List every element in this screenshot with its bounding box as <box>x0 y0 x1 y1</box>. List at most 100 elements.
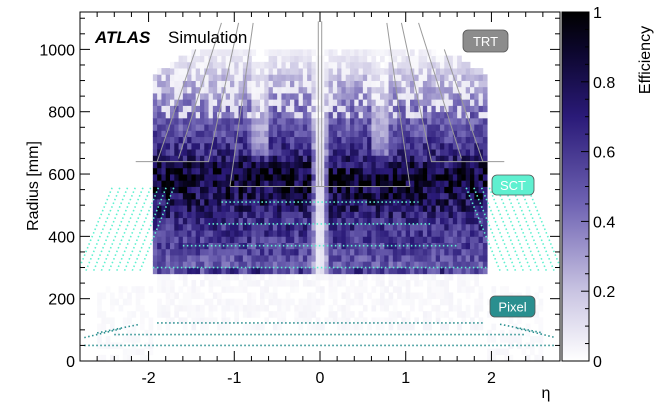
heatmap-cell <box>251 273 257 281</box>
heatmap-cell <box>337 205 342 212</box>
heatmap-cell <box>354 317 359 325</box>
heatmap-cell <box>204 155 209 162</box>
heatmap-cell <box>174 61 179 69</box>
heatmap-cell <box>294 74 299 81</box>
heatmap-cell <box>178 186 184 194</box>
heatmap-cell <box>277 142 282 150</box>
heatmap-cell <box>332 68 338 75</box>
heatmap-cell <box>200 261 205 268</box>
heatmap-cell <box>242 61 248 69</box>
heatmap-cell <box>332 317 338 325</box>
heatmap-cell <box>405 155 411 162</box>
heatmap-cell <box>157 161 162 169</box>
heatmap-cell <box>97 329 102 337</box>
heatmap-cell <box>187 298 192 306</box>
heatmap-cell <box>328 111 334 119</box>
heatmap-cell <box>281 49 287 57</box>
heatmap-cell <box>401 74 407 81</box>
heatmap-cell <box>255 155 261 162</box>
heatmap-cell <box>268 192 274 200</box>
heatmap-cell <box>178 124 184 131</box>
heatmap-cell <box>401 198 407 206</box>
heatmap-cell <box>255 255 261 262</box>
heatmap-cell <box>324 161 329 169</box>
heatmap-cell <box>508 317 514 325</box>
heatmap-cell <box>191 111 197 119</box>
heatmap-cell <box>230 161 235 169</box>
heatmap-cell <box>470 230 475 237</box>
heatmap-cell <box>298 155 304 162</box>
heatmap-cell <box>367 230 372 237</box>
heatmap-cell <box>191 311 197 318</box>
heatmap-cell <box>375 273 381 281</box>
heatmap-cell <box>260 236 265 243</box>
heatmap-cell <box>358 167 364 175</box>
heatmap-cell <box>444 198 449 206</box>
heatmap-cell <box>444 155 449 162</box>
heatmap-cell <box>435 248 441 256</box>
heatmap-cell <box>178 198 184 206</box>
heatmap-cell <box>234 99 239 106</box>
heatmap-cell <box>392 273 398 281</box>
heatmap-cell <box>182 323 188 331</box>
heatmap-cell <box>358 93 364 100</box>
heatmap-cell <box>212 105 218 113</box>
heatmap-cell <box>324 167 329 175</box>
heatmap-cell <box>294 198 299 206</box>
heatmap-cell <box>238 255 244 262</box>
heatmap-cell <box>174 86 179 94</box>
heatmap-cell <box>157 211 162 219</box>
heatmap-cell <box>448 105 454 113</box>
heatmap-cell <box>170 242 175 250</box>
heatmap-cell <box>392 174 398 181</box>
heatmap-cell <box>461 242 467 250</box>
heatmap-cell <box>178 117 184 125</box>
heatmap-cell <box>191 286 197 293</box>
heatmap-cell <box>328 124 334 131</box>
heatmap-cell <box>208 142 214 150</box>
heatmap-cell <box>212 180 218 187</box>
heatmap-cell <box>157 105 162 113</box>
heatmap-cell <box>345 61 351 69</box>
heatmap-cell <box>311 155 317 162</box>
heatmap-cell <box>435 279 441 287</box>
heatmap-cell <box>371 99 377 106</box>
heatmap-cell <box>341 255 347 262</box>
heatmap-cell <box>448 211 454 219</box>
heatmap-cell <box>251 61 257 69</box>
heatmap-cell <box>324 61 329 69</box>
heatmap-cell <box>388 149 394 156</box>
heatmap-cell <box>174 161 179 169</box>
heatmap-cell <box>230 86 235 94</box>
heatmap-cell <box>367 155 372 162</box>
heatmap-cell <box>178 242 184 250</box>
heatmap-cell <box>122 286 128 293</box>
heatmap-cell <box>302 236 308 243</box>
heatmap-cell <box>272 217 278 225</box>
heatmap-cell <box>247 236 252 243</box>
heatmap-cell <box>345 80 351 88</box>
heatmap-cell <box>320 117 325 125</box>
heatmap-cell <box>285 124 291 131</box>
heatmap-cell <box>260 261 265 268</box>
heatmap-cell <box>225 267 231 275</box>
heatmap-cell <box>204 211 209 219</box>
heatmap-cell <box>530 336 535 343</box>
heatmap-cell <box>328 180 334 187</box>
heatmap-cell <box>157 93 162 100</box>
heatmap-cell <box>397 68 402 75</box>
heatmap-cell <box>290 248 295 256</box>
heatmap-cell <box>298 111 304 119</box>
heatmap-cell <box>234 180 239 187</box>
heatmap-cell <box>307 49 312 57</box>
heatmap-cell <box>148 342 154 349</box>
heatmap-cell <box>152 255 158 262</box>
heatmap-cell <box>414 267 419 275</box>
heatmap-cell <box>208 267 214 275</box>
heatmap-cell <box>401 142 407 150</box>
heatmap-cell <box>200 117 205 125</box>
heatmap-cell <box>478 223 484 231</box>
heatmap-cell <box>474 198 479 206</box>
heatmap-cell <box>397 142 402 150</box>
heatmap-cell <box>272 292 278 300</box>
